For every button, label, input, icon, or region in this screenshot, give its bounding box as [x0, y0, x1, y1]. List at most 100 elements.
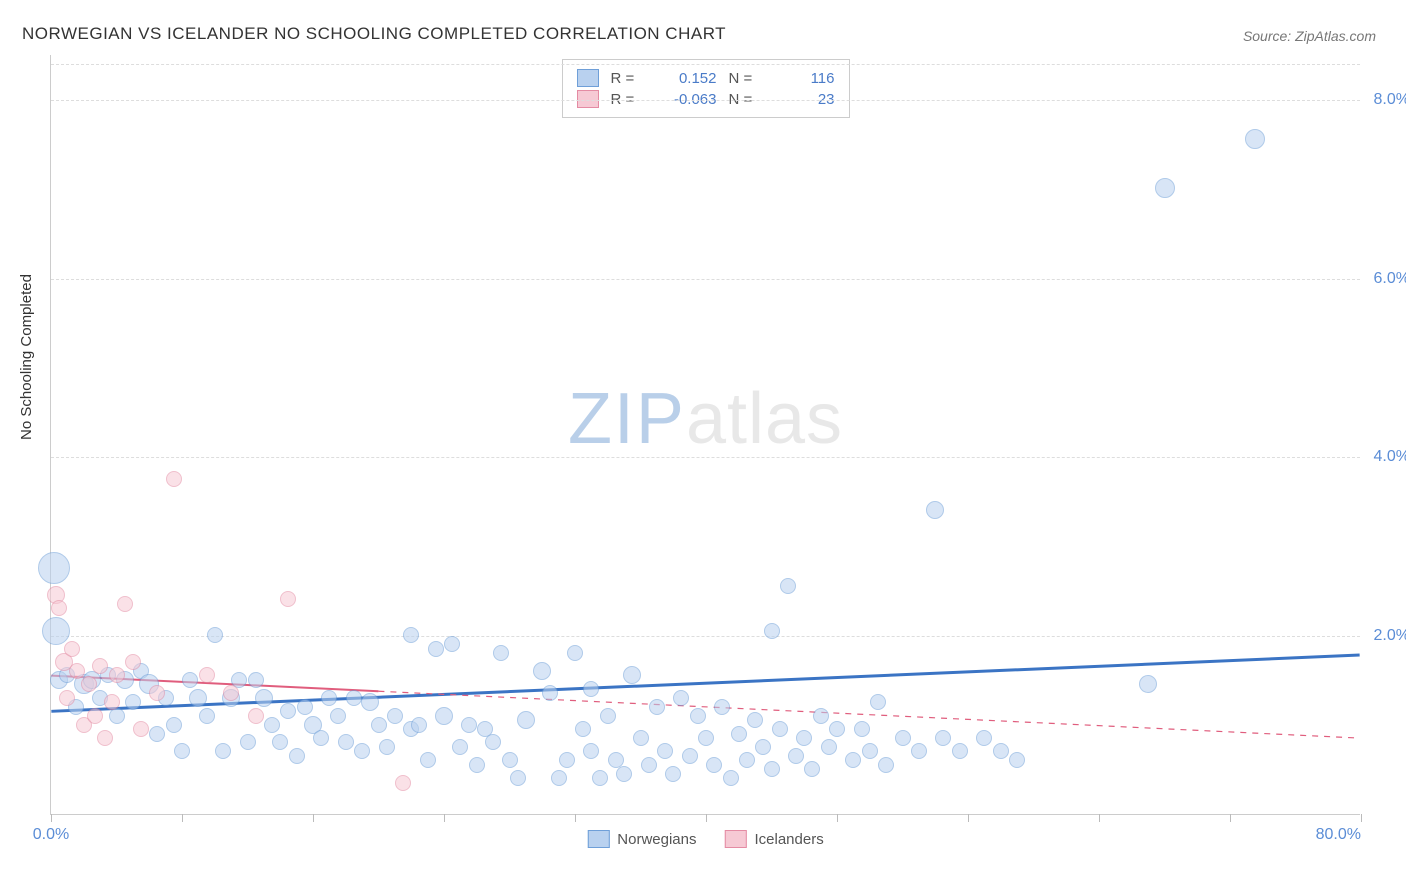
data-point [551, 770, 567, 786]
data-point [567, 645, 583, 661]
swatch-norwegians [587, 830, 609, 848]
y-tick-label: 4.0% [1374, 448, 1406, 466]
data-point [747, 712, 763, 728]
data-point [69, 663, 85, 679]
data-point [51, 600, 67, 616]
data-point [248, 708, 264, 724]
data-point [542, 685, 558, 701]
x-tick [444, 814, 445, 822]
data-point [280, 591, 296, 607]
swatch-icelanders [725, 830, 747, 848]
data-point [649, 699, 665, 715]
gridline [51, 100, 1360, 101]
data-point [641, 757, 657, 773]
y-tick-label: 2.0% [1374, 627, 1406, 645]
data-point [149, 685, 165, 701]
source-name: ZipAtlas.com [1295, 28, 1376, 44]
data-point [182, 672, 198, 688]
data-point [976, 730, 992, 746]
legend-label-norwegians: Norwegians [617, 831, 696, 848]
data-point [330, 708, 346, 724]
x-tick [706, 814, 707, 822]
data-point [207, 627, 223, 643]
data-point [215, 743, 231, 759]
data-point [264, 717, 280, 733]
data-point [698, 730, 714, 746]
data-point [444, 636, 460, 652]
data-point [690, 708, 706, 724]
data-point [469, 757, 485, 773]
data-point [1245, 129, 1265, 149]
data-point [361, 693, 379, 711]
data-point [583, 743, 599, 759]
data-point [895, 730, 911, 746]
data-point [911, 743, 927, 759]
data-point [559, 752, 575, 768]
x-tick-label: 80.0% [1316, 826, 1361, 844]
data-point [38, 552, 70, 584]
data-point [411, 717, 427, 733]
swatch-norwegians [577, 69, 599, 87]
data-point [189, 689, 207, 707]
data-point [804, 761, 820, 777]
data-point [87, 708, 103, 724]
data-point [321, 690, 337, 706]
data-point [862, 743, 878, 759]
x-tick [313, 814, 314, 822]
data-point [935, 730, 951, 746]
r-label: R = [611, 70, 645, 87]
x-tick [575, 814, 576, 822]
data-point [1139, 675, 1157, 693]
data-point [485, 734, 501, 750]
data-point [764, 761, 780, 777]
data-point [592, 770, 608, 786]
x-tick-label: 0.0% [33, 826, 69, 844]
data-point [395, 775, 411, 791]
data-point [435, 707, 453, 725]
data-point [878, 757, 894, 773]
data-point [125, 654, 141, 670]
x-tick [182, 814, 183, 822]
data-point [403, 627, 419, 643]
data-point [248, 672, 264, 688]
gridline [51, 457, 1360, 458]
data-point [125, 694, 141, 710]
data-point [272, 734, 288, 750]
data-point [517, 711, 535, 729]
data-point [993, 743, 1009, 759]
data-point [59, 690, 75, 706]
data-point [92, 658, 108, 674]
data-point [387, 708, 403, 724]
data-point [1155, 178, 1175, 198]
x-tick [1361, 814, 1362, 822]
correlation-legend: R = 0.152 N = 116 R = -0.063 N = 23 [562, 59, 850, 118]
data-point [714, 699, 730, 715]
data-point [623, 666, 641, 684]
y-tick-label: 6.0% [1374, 270, 1406, 288]
data-point [174, 743, 190, 759]
r-value-norwegians: 0.152 [657, 70, 717, 87]
data-point [854, 721, 870, 737]
data-point [821, 739, 837, 755]
data-point [723, 770, 739, 786]
data-point [371, 717, 387, 733]
data-point [788, 748, 804, 764]
x-tick [51, 814, 52, 822]
data-point [510, 770, 526, 786]
x-tick [968, 814, 969, 822]
data-point [117, 596, 133, 612]
data-point [739, 752, 755, 768]
data-point [280, 703, 296, 719]
legend-label-icelanders: Icelanders [755, 831, 824, 848]
data-point [104, 694, 120, 710]
data-point [813, 708, 829, 724]
data-point [682, 748, 698, 764]
data-point [870, 694, 886, 710]
n-label: N = [729, 70, 763, 87]
data-point [223, 685, 239, 701]
data-point [706, 757, 722, 773]
x-tick [1230, 814, 1231, 822]
n-value-norwegians: 116 [775, 70, 835, 87]
trend-lines-layer [51, 55, 1360, 814]
data-point [673, 690, 689, 706]
